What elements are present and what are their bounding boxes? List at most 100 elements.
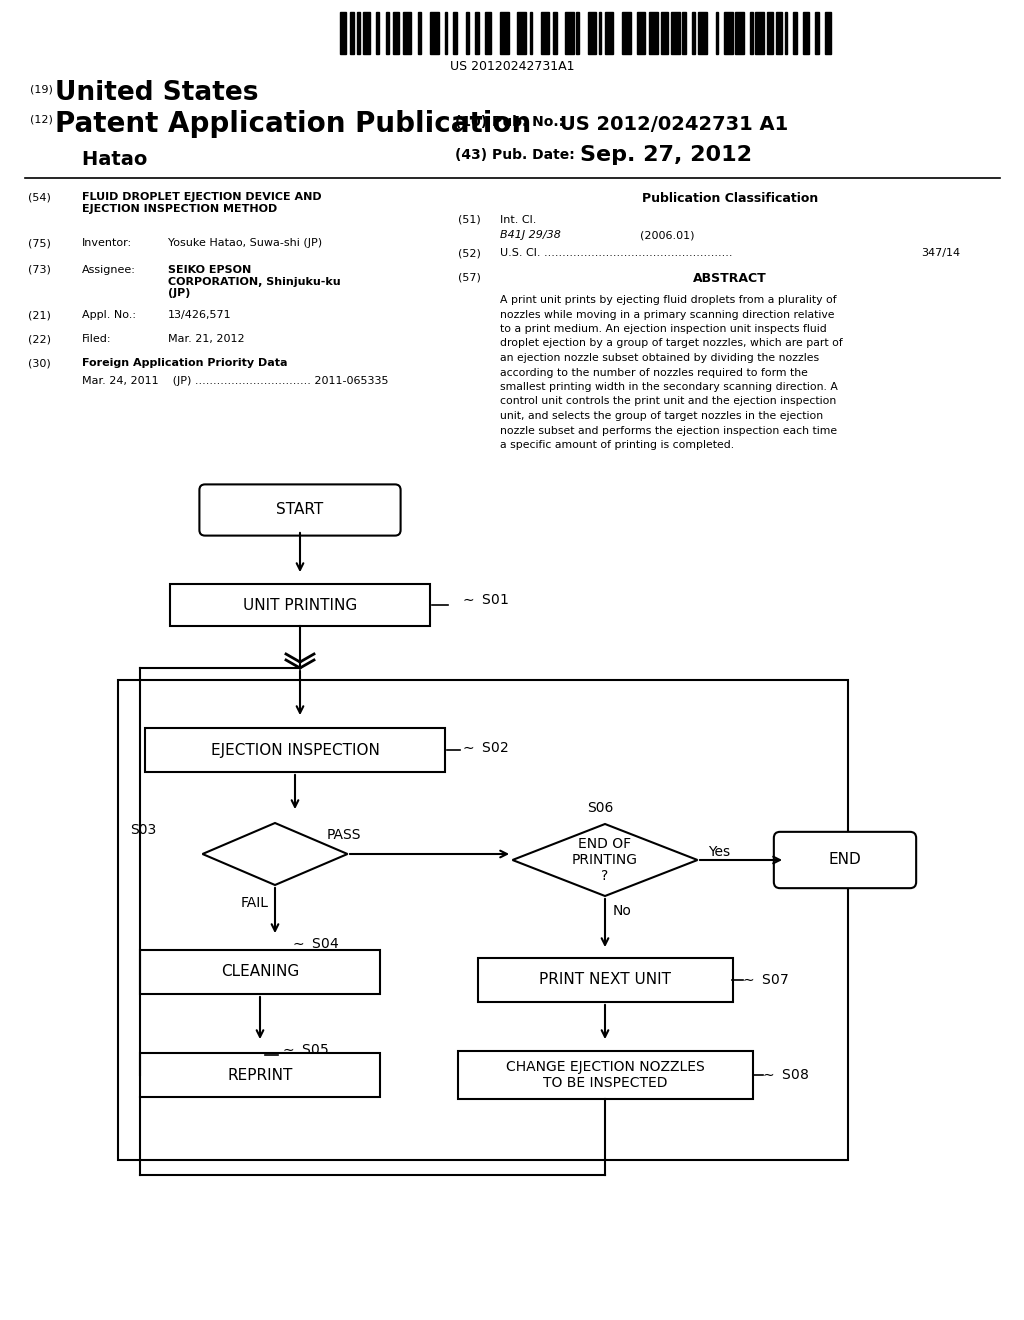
Text: an ejection nozzle subset obtained by dividing the nozzles: an ejection nozzle subset obtained by di…: [500, 352, 819, 363]
Text: PRINT NEXT UNIT: PRINT NEXT UNIT: [539, 973, 671, 987]
Text: (21): (21): [28, 310, 51, 319]
Text: (22): (22): [28, 334, 51, 345]
Text: (51): (51): [458, 215, 480, 224]
Bar: [500, 12, 509, 54]
Text: (73): (73): [28, 265, 51, 275]
Text: END: END: [828, 853, 861, 867]
Text: nozzle subset and performs the ejection inspection each time: nozzle subset and performs the ejection …: [500, 425, 838, 436]
Bar: [386, 12, 389, 54]
Bar: [475, 12, 479, 54]
Bar: [364, 12, 370, 54]
Bar: [599, 12, 601, 54]
Text: UNIT PRINTING: UNIT PRINTING: [243, 598, 357, 612]
Text: US 2012/0242731 A1: US 2012/0242731 A1: [560, 115, 788, 135]
Text: according to the number of nozzles required to form the: according to the number of nozzles requi…: [500, 367, 808, 378]
Text: $\sim$ S08: $\sim$ S08: [760, 1068, 809, 1082]
Text: (12): (12): [30, 115, 53, 125]
Text: (52): (52): [458, 248, 481, 257]
Text: Hatao: Hatao: [55, 150, 147, 169]
Bar: [340, 12, 346, 54]
Bar: [588, 12, 596, 54]
Text: S03: S03: [130, 822, 157, 837]
Bar: [767, 12, 773, 54]
Text: START: START: [276, 503, 324, 517]
Text: No: No: [613, 904, 632, 917]
Bar: [815, 12, 819, 54]
Bar: [466, 12, 469, 54]
Text: Assignee:: Assignee:: [82, 265, 136, 275]
Bar: [605, 12, 613, 54]
Text: Mar. 21, 2012: Mar. 21, 2012: [168, 334, 245, 345]
Text: United States: United States: [55, 81, 258, 106]
Bar: [784, 12, 787, 54]
Text: PASS: PASS: [327, 828, 361, 842]
Text: $\sim$ S01: $\sim$ S01: [460, 593, 509, 607]
Text: droplet ejection by a group of target nozzles, which are part of: droplet ejection by a group of target no…: [500, 338, 843, 348]
Bar: [825, 12, 831, 54]
Text: Inventor:: Inventor:: [82, 238, 132, 248]
Bar: [735, 12, 744, 54]
Bar: [517, 12, 526, 54]
Text: Filed:: Filed:: [82, 334, 112, 345]
FancyBboxPatch shape: [140, 1053, 380, 1097]
Text: S06: S06: [587, 801, 613, 814]
Bar: [637, 12, 645, 54]
Text: control unit controls the print unit and the ejection inspection: control unit controls the print unit and…: [500, 396, 837, 407]
Text: Yosuke Hatao, Suwa-shi (JP): Yosuke Hatao, Suwa-shi (JP): [168, 238, 323, 248]
Text: (75): (75): [28, 238, 51, 248]
Text: Appl. No.:: Appl. No.:: [82, 310, 136, 319]
Bar: [529, 12, 532, 54]
Text: B41J 29/38: B41J 29/38: [500, 230, 561, 240]
Bar: [662, 12, 668, 54]
Text: $\sim$ S05: $\sim$ S05: [280, 1043, 329, 1057]
Text: a specific amount of printing is completed.: a specific amount of printing is complet…: [500, 440, 734, 450]
Bar: [755, 12, 764, 54]
Text: (57): (57): [458, 272, 481, 282]
Text: 347/14: 347/14: [921, 248, 961, 257]
Bar: [444, 12, 447, 54]
Text: (10) Pub. No.:: (10) Pub. No.:: [455, 115, 564, 129]
Bar: [485, 12, 492, 54]
Text: (43) Pub. Date:: (43) Pub. Date:: [455, 148, 574, 162]
Bar: [794, 12, 797, 54]
Text: FLUID DROPLET EJECTION DEVICE AND
EJECTION INSPECTION METHOD: FLUID DROPLET EJECTION DEVICE AND EJECTI…: [82, 191, 322, 214]
Bar: [672, 12, 680, 54]
Text: Foreign Application Priority Data: Foreign Application Priority Data: [82, 358, 288, 368]
Text: $\sim$ S02: $\sim$ S02: [460, 741, 509, 755]
Text: Patent Application Publication: Patent Application Publication: [55, 110, 531, 139]
Text: (30): (30): [28, 358, 51, 368]
Text: unit, and selects the group of target nozzles in the ejection: unit, and selects the group of target no…: [500, 411, 823, 421]
Bar: [751, 12, 753, 54]
FancyBboxPatch shape: [140, 950, 380, 994]
Text: A print unit prints by ejecting fluid droplets from a plurality of: A print unit prints by ejecting fluid dr…: [500, 294, 837, 305]
Bar: [393, 12, 399, 54]
Text: Yes: Yes: [708, 845, 730, 859]
Text: smallest printing width in the secondary scanning direction. A: smallest printing width in the secondary…: [500, 381, 838, 392]
Bar: [541, 12, 549, 54]
Text: ABSTRACT: ABSTRACT: [693, 272, 767, 285]
Bar: [716, 12, 718, 54]
Text: FAIL: FAIL: [241, 896, 269, 909]
Text: to a print medium. An ejection inspection unit inspects fluid: to a print medium. An ejection inspectio…: [500, 323, 826, 334]
Text: (2006.01): (2006.01): [640, 230, 694, 240]
Text: Int. Cl.: Int. Cl.: [500, 215, 537, 224]
Text: Publication Classification: Publication Classification: [642, 191, 818, 205]
Text: Sep. 27, 2012: Sep. 27, 2012: [580, 145, 752, 165]
Text: $\sim$ S07: $\sim$ S07: [740, 973, 788, 987]
Bar: [402, 12, 412, 54]
Bar: [565, 12, 574, 54]
FancyBboxPatch shape: [145, 729, 445, 772]
Bar: [357, 12, 359, 54]
Text: 13/426,571: 13/426,571: [168, 310, 231, 319]
Bar: [577, 12, 579, 54]
Bar: [430, 12, 438, 54]
Bar: [692, 12, 694, 54]
Text: $\sim$ S04: $\sim$ S04: [290, 937, 339, 950]
Text: CHANGE EJECTION NOZZLES
TO BE INSPECTED: CHANGE EJECTION NOZZLES TO BE INSPECTED: [506, 1060, 705, 1090]
Polygon shape: [512, 824, 697, 896]
Text: CLEANING: CLEANING: [221, 965, 299, 979]
Text: (54): (54): [28, 191, 51, 202]
Bar: [350, 12, 353, 54]
Text: U.S. Cl. ....................................................: U.S. Cl. ...............................…: [500, 248, 732, 257]
Bar: [622, 12, 631, 54]
